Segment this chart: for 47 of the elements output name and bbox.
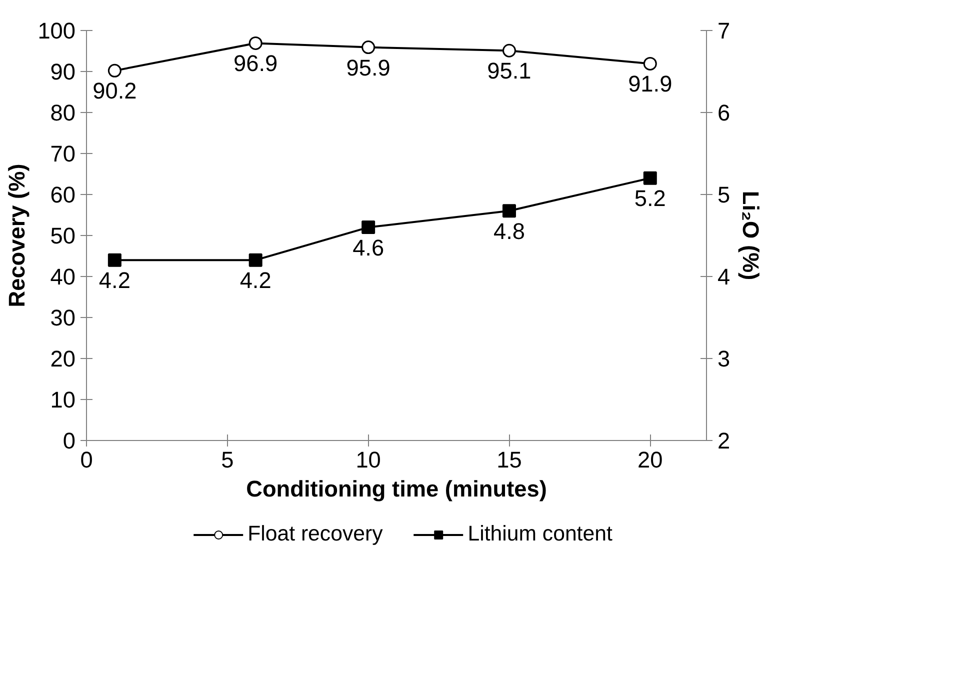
data-label: 96.9 bbox=[234, 50, 278, 76]
y-tick-label: 70 bbox=[50, 140, 76, 166]
y-tick-label: 40 bbox=[50, 264, 76, 290]
y2-axis-title: Li₂O (%) bbox=[738, 190, 764, 280]
y-tick-label: 60 bbox=[50, 182, 76, 208]
point bbox=[362, 220, 376, 234]
data-label: 4.2 bbox=[240, 267, 272, 294]
point bbox=[108, 253, 122, 267]
point bbox=[108, 64, 122, 78]
y-axis-title: Recovery (%) bbox=[4, 164, 30, 308]
point bbox=[502, 204, 516, 218]
data-label: 4.2 bbox=[98, 267, 130, 294]
x-tick-label: 15 bbox=[496, 446, 522, 472]
point bbox=[362, 40, 376, 54]
point bbox=[248, 36, 262, 50]
x-tick-label: 0 bbox=[80, 446, 93, 472]
point bbox=[502, 44, 516, 58]
y2-tick-label: 6 bbox=[718, 100, 730, 126]
y-tick-label: 30 bbox=[50, 304, 76, 330]
y2-tick-label: 3 bbox=[718, 346, 730, 372]
data-label: 95.9 bbox=[346, 54, 390, 80]
point bbox=[643, 56, 657, 70]
x-tick-label: 20 bbox=[638, 446, 663, 472]
x-tick-label: 5 bbox=[221, 446, 234, 472]
y-tick-label: 20 bbox=[50, 346, 76, 372]
data-label: 91.9 bbox=[628, 70, 672, 97]
legend-label: Float recovery bbox=[248, 522, 383, 546]
point bbox=[643, 171, 657, 185]
y2-tick-label: 2 bbox=[718, 428, 730, 454]
legend-label: Lithium content bbox=[468, 522, 612, 546]
y2-tick-label: 4 bbox=[718, 264, 730, 290]
y-tick-label: 10 bbox=[50, 386, 76, 412]
x-axis-title: Conditioning time (minutes) bbox=[246, 476, 547, 502]
x-tick-label: 10 bbox=[356, 446, 381, 472]
y-tick-label: 90 bbox=[50, 58, 76, 84]
data-label: 95.1 bbox=[487, 58, 532, 84]
data-label: 4.8 bbox=[493, 218, 525, 244]
point bbox=[248, 253, 262, 267]
y-tick-label: 0 bbox=[62, 428, 76, 454]
y2-tick-label: 5 bbox=[718, 182, 730, 208]
data-label: 4.6 bbox=[352, 234, 384, 260]
y-tick-label: 80 bbox=[50, 100, 76, 126]
data-label: 5.2 bbox=[634, 185, 666, 212]
y2-tick-label: 7 bbox=[718, 18, 730, 44]
y-tick-label: 100 bbox=[38, 18, 76, 44]
data-label: 90.2 bbox=[92, 78, 137, 104]
y-tick-label: 50 bbox=[50, 222, 76, 248]
